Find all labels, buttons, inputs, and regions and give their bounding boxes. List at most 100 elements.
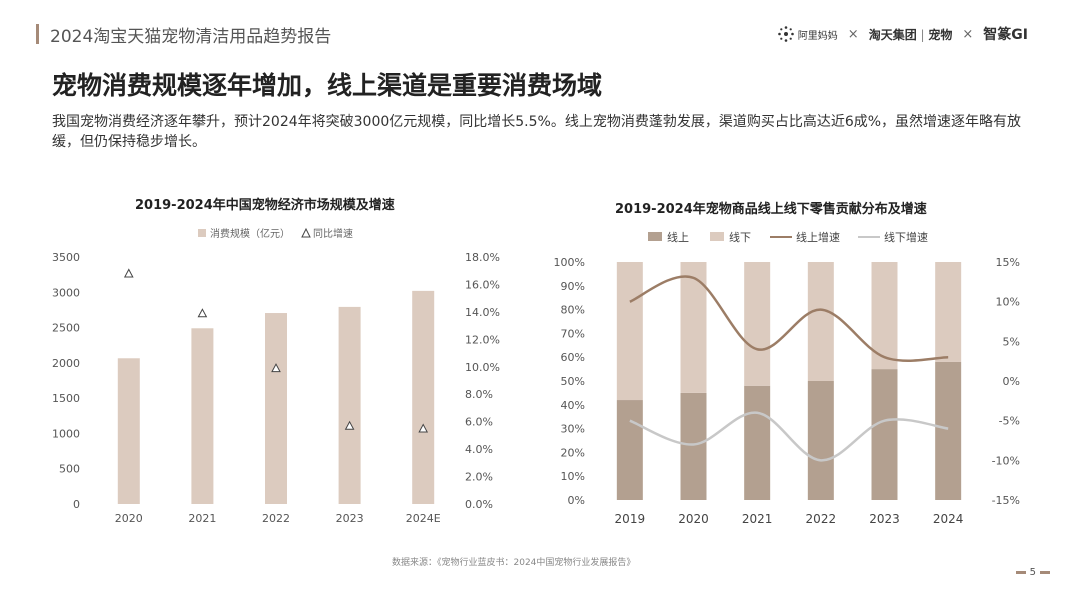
x-tick-label: 2021 (742, 512, 773, 526)
growth-marker (197, 308, 208, 318)
logo-separator: × (847, 26, 859, 42)
legend-triangle-icon (301, 227, 311, 238)
growth-marker (271, 363, 281, 373)
partner-logos: 阿里妈妈 × 淘天集团 | 宠物 × 智篆GI (777, 24, 1028, 44)
y-right-tick-label: 0.0% (465, 498, 493, 511)
y-right-tick-label: 14.0% (465, 306, 500, 319)
y-right-tick-label: 6.0% (465, 416, 493, 429)
alimama-logo-text: 阿里妈妈 (797, 30, 838, 42)
page-number-dash (1015, 571, 1026, 574)
y-right-tick-label: 5% (1003, 335, 1020, 348)
legend-label: 线上增速 (796, 230, 840, 244)
y-right-tick-label: 16.0% (465, 278, 500, 291)
alimama-logo: 阿里妈妈 (777, 25, 838, 43)
legend-swatch-online (648, 232, 662, 241)
offline-share-bar (616, 262, 643, 401)
report-title: 2024淘宝天猫宠物清洁用品趋势报告 (50, 27, 332, 47)
y-left-tick-label: 20% (561, 446, 585, 459)
y-left-tick-label: 3000 (52, 286, 80, 299)
growth-marker (344, 420, 355, 430)
y-right-tick-label: 8.0% (465, 388, 493, 401)
x-tick-label: 2020 (115, 512, 143, 525)
online-share-bar (616, 400, 643, 500)
y-left-tick-label: 0 (73, 498, 80, 511)
taotian-pet-text: 宠物 (928, 27, 953, 42)
offline-share-bar (807, 262, 834, 381)
zhizhuan-logo: 智篆GI (983, 27, 1028, 43)
legend-label: 线下 (729, 230, 751, 244)
y-right-tick-label: 10.0% (465, 361, 500, 374)
online-share-bar (744, 385, 771, 500)
legend-swatch-offline (710, 232, 724, 241)
y-right-tick-label: -10% (992, 454, 1020, 467)
summary-text: 我国宠物消费经济逐年攀升，预计2024年将突破3000亿元规模，同比增长5.5%… (52, 114, 1022, 150)
page-headline: 宠物消费规模逐年增加，线上渠道是重要消费场域 (52, 71, 603, 100)
market-size-bar (412, 290, 435, 504)
legend-swatch-bar (198, 229, 206, 237)
online-share-bar (871, 369, 898, 500)
y-right-tick-label: -15% (992, 494, 1020, 507)
y-left-tick-label: 1000 (52, 427, 80, 440)
market-size-bar (191, 328, 214, 504)
market-size-bar (338, 306, 361, 504)
taotian-logo-text: 淘天集团 (868, 27, 917, 42)
logo-separator: × (962, 26, 974, 42)
y-left-tick-label: 30% (561, 423, 585, 436)
legend-label: 消费规模（亿元） (210, 227, 290, 240)
chart2-legend: 线上 线下 线上增速 线下增速 (648, 230, 928, 244)
y-right-tick-label: -5% (999, 415, 1020, 428)
legend-label: 线下增速 (884, 230, 928, 244)
chart1-title: 2019-2024年中国宠物经济市场规模及增速 (135, 198, 395, 213)
x-tick-label: 2022 (262, 512, 290, 525)
y-left-tick-label: 500 (59, 463, 80, 476)
y-right-tick-label: 4.0% (465, 443, 493, 456)
x-tick-label: 2021 (188, 512, 216, 525)
legend-label: 同比增速 (313, 227, 353, 240)
alimama-icon (777, 26, 794, 42)
x-tick-label: 2023 (336, 512, 364, 525)
y-left-tick-label: 10% (561, 470, 585, 483)
growth-marker (123, 268, 134, 278)
market-size-bar (117, 358, 140, 504)
y-left-tick-label: 40% (561, 399, 585, 412)
page-number: 5 (1015, 567, 1050, 578)
online-share-bar (807, 381, 834, 500)
data-source: 数据来源：《宠物行业蓝皮书：2024中国宠物行业发展报告》 (392, 558, 636, 568)
x-tick-label: 2019 (615, 512, 646, 526)
y-left-tick-label: 60% (561, 351, 585, 364)
x-tick-label: 2023 (869, 512, 900, 526)
y-left-tick-label: 50% (561, 375, 585, 388)
y-left-tick-label: 80% (561, 304, 585, 317)
y-left-tick-label: 1500 (52, 392, 80, 405)
online-share-bar (680, 392, 707, 500)
y-left-tick-label: 100% (554, 256, 585, 269)
legend-label: 线上 (667, 230, 689, 244)
online-share-bar (935, 361, 962, 500)
y-right-tick-label: 15% (996, 256, 1020, 269)
growth-marker (418, 423, 429, 433)
chart2-title: 2019-2024年宠物商品线上线下零售贡献分布及增速 (615, 202, 927, 217)
x-tick-label: 2024E (406, 512, 441, 525)
offline-growth-line (629, 411, 949, 462)
y-right-tick-label: 12.0% (465, 333, 500, 346)
y-right-tick-label: 10% (996, 296, 1020, 309)
offline-share-bar (680, 262, 707, 393)
chart1-legend: 消费规模（亿元） 同比增速 (198, 227, 353, 240)
offline-share-bar (744, 262, 771, 386)
y-left-tick-label: 3500 (52, 251, 80, 264)
online-growth-line (629, 275, 949, 362)
offline-share-bar (935, 262, 962, 362)
x-tick-label: 2020 (678, 512, 709, 526)
page-number-dash (1040, 571, 1050, 574)
page-number-text: 5 (1029, 567, 1036, 578)
y-left-tick-label: 2500 (52, 322, 80, 335)
y-left-tick-label: 2000 (52, 357, 80, 370)
y-right-tick-label: 0% (1003, 375, 1020, 388)
x-tick-label: 2024 (933, 512, 964, 526)
y-left-tick-label: 90% (561, 280, 585, 293)
online-offline-chart: 线上 线下 线上增速 线下增速 0% 10% 20% 30% 40% 50% 60% 70% 80% 90… (554, 230, 1020, 526)
market-size-chart: 消费规模（亿元） 同比增速 0 500 1000 1500 2000 2500 3000 3500… (52, 227, 500, 525)
y-right-tick-label: 2.0% (465, 471, 493, 484)
market-size-bar (265, 313, 287, 504)
taotian-logo: 淘天集团 | 宠物 (868, 27, 953, 42)
